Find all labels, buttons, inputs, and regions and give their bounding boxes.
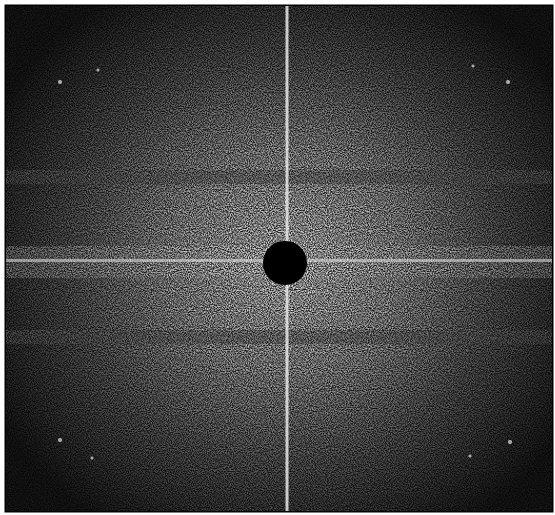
- spectrum-image: [0, 0, 555, 515]
- peak: [472, 65, 475, 68]
- peak: [58, 80, 62, 84]
- horizontal-stripe: [6, 330, 552, 344]
- peak: [91, 457, 94, 460]
- peak: [97, 69, 100, 72]
- center-dot: [263, 241, 307, 285]
- page: Spectrum {} html, body { margin: 0; padd…: [0, 0, 555, 515]
- peak: [469, 455, 472, 458]
- page-body: [0, 0, 555, 515]
- horizontal-stripe: [6, 170, 552, 184]
- peak: [58, 438, 62, 442]
- peak: [508, 440, 512, 444]
- peak: [506, 80, 510, 84]
